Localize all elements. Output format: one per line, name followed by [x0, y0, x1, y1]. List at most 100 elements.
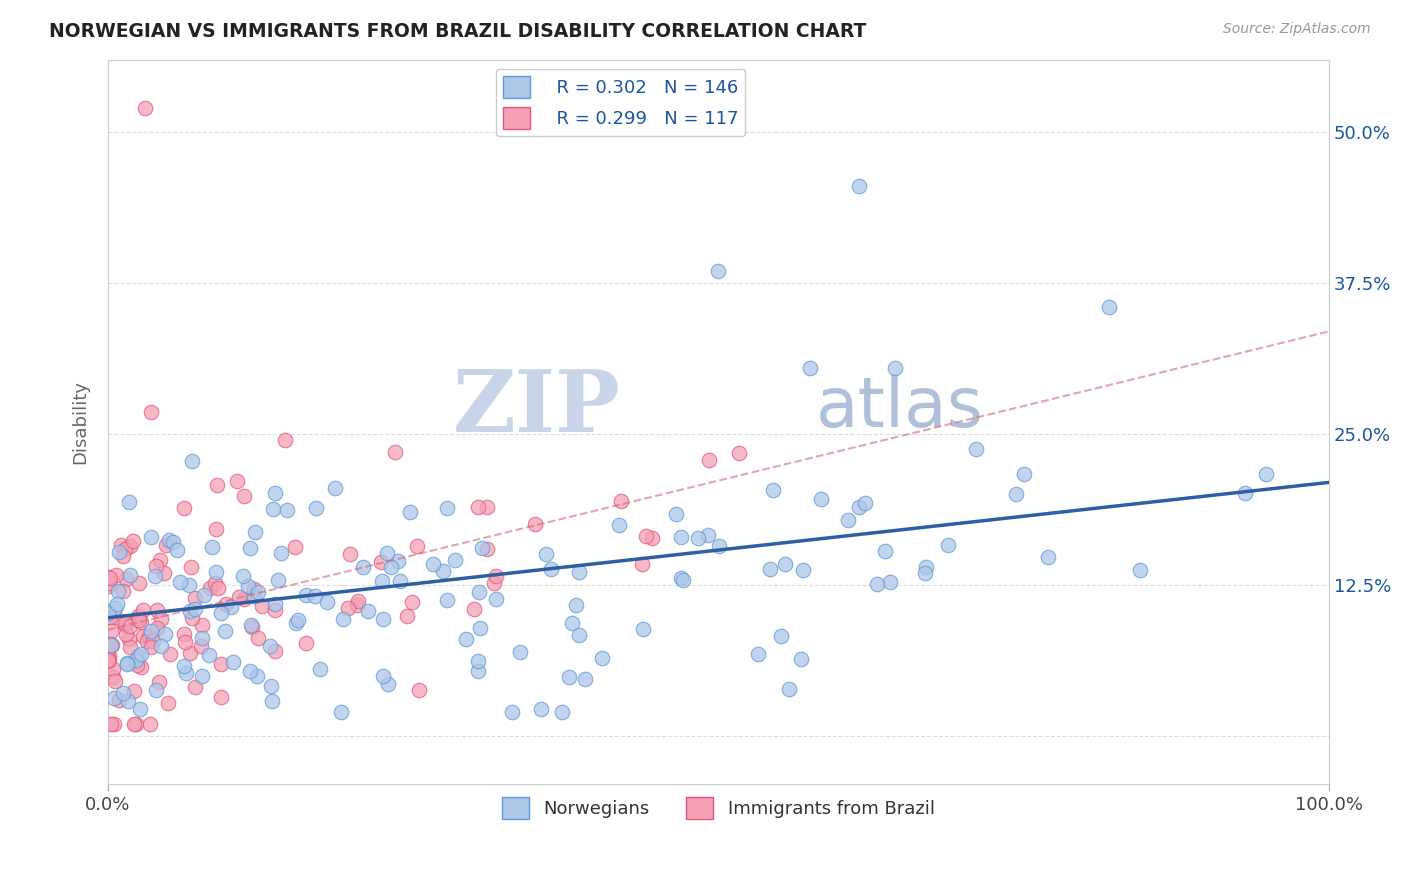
Point	[162, 534, 184, 549]
Point	[148, 675, 170, 690]
Point	[540, 562, 562, 576]
Point	[792, 563, 814, 577]
Point	[118, 632, 141, 646]
Point	[139, 405, 162, 419]
Point	[422, 557, 444, 571]
Point	[375, 546, 398, 560]
Point	[641, 531, 664, 545]
Point	[97, 579, 120, 593]
Point	[370, 555, 392, 569]
Point	[914, 560, 936, 574]
Point	[179, 646, 201, 660]
Point	[107, 597, 129, 611]
Point	[141, 640, 163, 655]
Point	[965, 442, 987, 457]
Point	[193, 588, 215, 602]
Point	[111, 686, 134, 700]
Point	[107, 693, 129, 707]
Point	[97, 653, 120, 667]
Point	[142, 633, 165, 648]
Point	[591, 650, 613, 665]
Point	[128, 613, 150, 627]
Point	[936, 538, 959, 552]
Point	[770, 629, 793, 643]
Point	[150, 612, 173, 626]
Point	[436, 593, 458, 607]
Point	[634, 529, 657, 543]
Point	[309, 662, 332, 676]
Point	[179, 578, 201, 592]
Point	[191, 669, 214, 683]
Point	[259, 639, 281, 653]
Point	[226, 474, 249, 488]
Point	[443, 553, 465, 567]
Point	[509, 645, 531, 659]
Point	[727, 445, 749, 459]
Point	[191, 631, 214, 645]
Point	[127, 648, 149, 663]
Point	[145, 559, 167, 574]
Point	[264, 643, 287, 657]
Point	[155, 538, 177, 552]
Point	[100, 638, 122, 652]
Point	[129, 701, 152, 715]
Point	[111, 549, 134, 563]
Point	[879, 574, 901, 589]
Point	[103, 717, 125, 731]
Point	[127, 609, 149, 624]
Point	[156, 696, 179, 710]
Point	[1012, 467, 1035, 482]
Point	[762, 483, 785, 498]
Point	[222, 655, 245, 669]
Point	[468, 621, 491, 635]
Point	[669, 571, 692, 585]
Point	[98, 609, 121, 624]
Point	[501, 705, 523, 719]
Point	[707, 264, 730, 278]
Point	[118, 619, 141, 633]
Point	[408, 683, 430, 698]
Point	[125, 717, 148, 731]
Point	[104, 674, 127, 689]
Point	[323, 481, 346, 495]
Point	[166, 543, 188, 558]
Point	[790, 651, 813, 665]
Point	[396, 609, 419, 624]
Point	[485, 592, 508, 607]
Point	[125, 653, 148, 667]
Point	[204, 576, 226, 591]
Point	[201, 540, 224, 554]
Point	[183, 602, 205, 616]
Point	[631, 622, 654, 636]
Point	[536, 547, 558, 561]
Point	[389, 574, 412, 589]
Point	[475, 542, 498, 557]
Point	[239, 618, 262, 632]
Point	[773, 557, 796, 571]
Point	[118, 539, 141, 553]
Text: ZIP: ZIP	[453, 366, 620, 450]
Point	[285, 616, 308, 631]
Point	[145, 682, 167, 697]
Point	[179, 604, 201, 618]
Point	[778, 681, 800, 696]
Point	[239, 541, 262, 555]
Point	[104, 601, 127, 615]
Point	[138, 629, 160, 643]
Point	[610, 493, 633, 508]
Point	[270, 546, 292, 560]
Point	[207, 581, 229, 595]
Point	[454, 632, 477, 647]
Point	[145, 603, 167, 617]
Point	[117, 494, 139, 508]
Point	[190, 639, 212, 653]
Point	[232, 592, 254, 607]
Point	[471, 541, 494, 555]
Point	[914, 566, 936, 580]
Point	[136, 633, 159, 648]
Point	[264, 603, 287, 617]
Point	[401, 594, 423, 608]
Point	[145, 622, 167, 636]
Point	[125, 612, 148, 626]
Point	[810, 491, 832, 506]
